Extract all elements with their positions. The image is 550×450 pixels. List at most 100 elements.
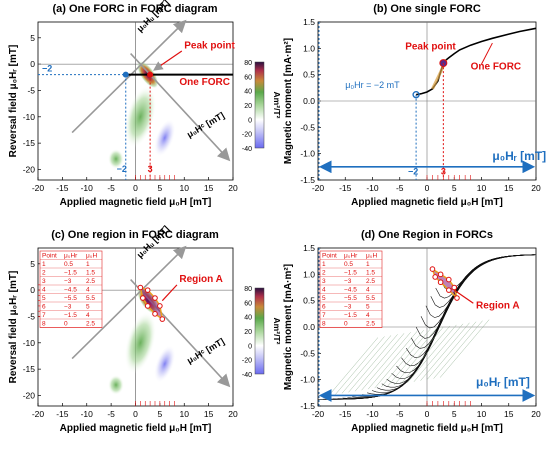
table-cell: 4	[86, 287, 90, 294]
x-marker-label-peak: 3	[148, 164, 153, 174]
reversal-point	[122, 71, 129, 78]
forc-hatch	[335, 336, 385, 395]
y-tick-label: 0	[30, 59, 35, 69]
y-tick-label: -15	[23, 364, 36, 374]
table-cell: 0.5	[344, 261, 353, 268]
x-tick-label: 0	[425, 183, 430, 193]
region-vertex	[437, 279, 444, 286]
table-cell: −5.5	[64, 295, 77, 302]
table-cell: 3	[42, 278, 46, 285]
forc-hatch	[361, 332, 411, 391]
table-header-cell: μ₀Hr	[344, 253, 358, 260]
forc-curve	[386, 254, 535, 384]
x-tick-label: 10	[477, 183, 487, 193]
panel-1: (b) One single FORC -20 -15 -10 -5 0 5 10 15 20 -1…	[283, 3, 546, 208]
table-cell: 3	[322, 278, 326, 285]
table-cell: 4	[366, 312, 370, 319]
region-label: Region A	[179, 274, 223, 285]
hc-axis-arrow	[130, 53, 231, 162]
table-cell: −3	[344, 278, 352, 285]
table-cell: 5.5	[366, 295, 375, 302]
colorbar-tick-label: 60	[244, 74, 252, 81]
y-tick-label: -1.0	[300, 375, 315, 385]
peak-label: Peak point	[184, 40, 235, 51]
table-header-cell: Point	[322, 253, 337, 260]
table-cell: −4.5	[64, 287, 77, 294]
y-tick-label: -20	[23, 390, 36, 400]
colorbar-tick-label: 80	[244, 286, 252, 293]
x-tick-label: -20	[312, 183, 325, 193]
x-tick-label: -10	[366, 409, 379, 419]
table-cell: 1.5	[366, 270, 375, 277]
x-tick-label: 20	[531, 409, 541, 419]
reversal-value-label: −2	[42, 64, 52, 74]
region-vertex	[454, 295, 460, 301]
region-vertex	[140, 295, 146, 301]
x-tick-label: -10	[81, 183, 94, 193]
region-vertex	[446, 276, 452, 283]
table-cell: 5	[86, 304, 90, 311]
table-cell: 1	[322, 261, 326, 268]
colorbar-tick-label: -20	[242, 358, 252, 365]
y-axis-label: Magnetic moment [mA·m²]	[283, 264, 294, 390]
table-cell: −1.5	[344, 312, 357, 319]
peak-pointer	[153, 50, 183, 71]
density-green-blob	[124, 311, 157, 374]
y-tick-label: 0.0	[303, 322, 315, 332]
x-tick-label: 5	[158, 409, 163, 419]
panel-2: (c) One region in FORC diagram -20 -15 -10 -…	[8, 224, 282, 434]
x-tick-label: 10	[477, 409, 487, 419]
table-cell: 1.5	[86, 270, 95, 277]
density-blue-blob	[153, 118, 176, 157]
panels-layer: (a) One FORC in FORC diagram -20 -15 -10 -5 0…	[8, 0, 546, 434]
x-tick-label: 15	[504, 183, 514, 193]
x-axis-label: Applied magnetic field μ₀H [mT]	[351, 423, 503, 434]
x-tick-label: -5	[107, 183, 115, 193]
forc-hatch	[374, 330, 424, 389]
point-table	[39, 250, 103, 328]
table-cell: 4	[42, 287, 46, 294]
table-header-cell: μ₀H	[86, 253, 97, 260]
y-tick-label: -0.5	[300, 122, 315, 132]
forc-hatch	[381, 328, 431, 388]
peak-label: Peak point	[405, 41, 456, 52]
x-tick-label: -20	[312, 409, 325, 419]
x-tick-label: 5	[158, 183, 163, 193]
peak-point	[147, 71, 154, 78]
y-tick-label: -1.0	[300, 149, 315, 159]
y-tick-label: 1.0	[303, 269, 315, 279]
x-tick-label: -5	[107, 409, 115, 419]
colorbar	[254, 287, 265, 375]
y-tick-label: -0.5	[300, 348, 315, 358]
y-axis-label: Reversal field μ₀Hᵣ [mT]	[8, 45, 19, 158]
x-tick-label: -15	[56, 409, 69, 419]
x-tick-label: 15	[204, 183, 214, 193]
x-tick-label: 5	[452, 183, 457, 193]
table-cell: 5	[366, 304, 370, 311]
table-cell: 4	[322, 287, 326, 294]
x-axis-label: Applied magnetic field μ₀H [mT]	[60, 197, 212, 208]
table-cell: −1.5	[64, 312, 77, 319]
table-cell: 7	[322, 312, 326, 319]
forc-hatch	[354, 333, 405, 392]
forc-curve	[371, 254, 534, 393]
table-cell: 5.5	[86, 295, 95, 302]
hu-axis-arrow	[71, 245, 187, 360]
table-cell: 1	[366, 261, 370, 268]
forc-label: One FORC	[471, 61, 522, 72]
x-tick-label: -5	[396, 409, 404, 419]
table-cell: −1.5	[64, 270, 77, 277]
panel-title: (b) One single FORC	[373, 3, 481, 15]
table-cell: 0.5	[64, 261, 73, 268]
forc-hatch	[387, 327, 437, 387]
density-blue-blob	[153, 344, 176, 383]
colorbar-tick-label: 0	[248, 343, 252, 350]
table-cell: 0	[344, 321, 348, 328]
x-tick-label: -15	[339, 409, 352, 419]
panel-3: (d) One Region in FORCs-20 -15 -10 -5 0 5 10 15…	[283, 229, 541, 434]
table-cell: 8	[322, 321, 326, 328]
y-tick-label: -1.5	[300, 175, 315, 185]
forc-curve	[440, 254, 533, 291]
table-cell: 2	[322, 270, 326, 277]
colorbar-tick-label: 20	[244, 329, 252, 336]
